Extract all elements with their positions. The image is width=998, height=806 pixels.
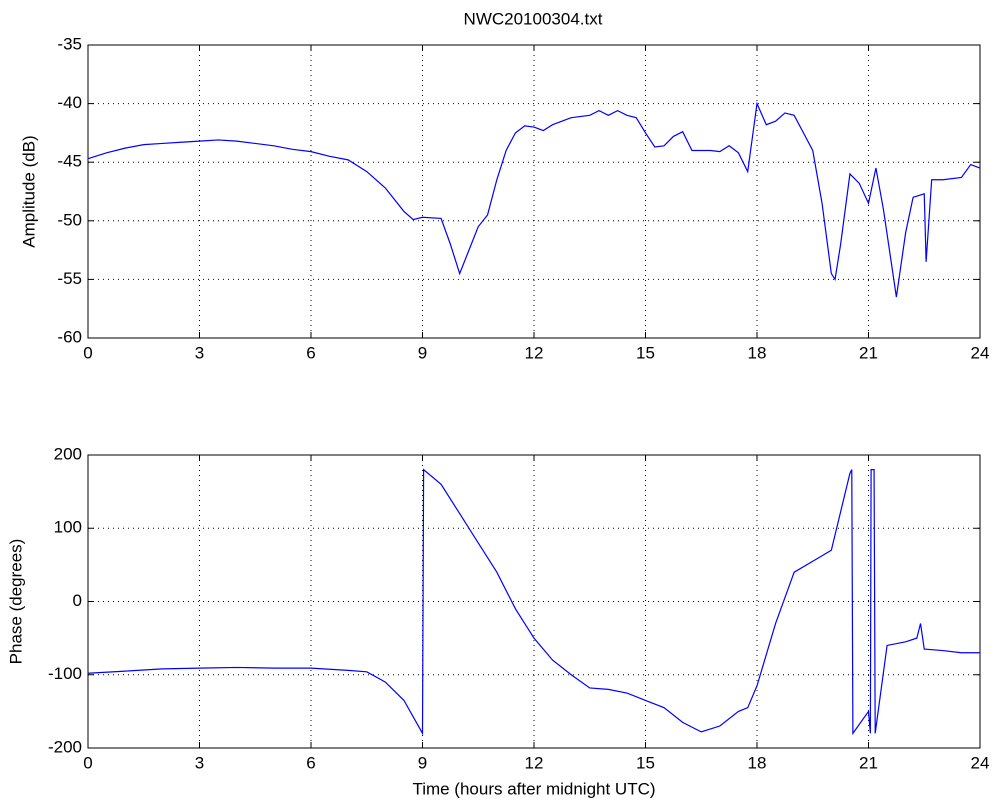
y-tick-label: 200 [54, 444, 82, 463]
x-tick-label: 12 [525, 753, 544, 772]
y-tick-label: -60 [57, 327, 82, 346]
x-axis-label: Time (hours after midnight UTC) [412, 779, 655, 798]
y-tick-label: -200 [48, 737, 82, 756]
x-tick-label: 9 [418, 343, 427, 362]
x-tick-label: 3 [195, 753, 204, 772]
plot-frame [87, 44, 981, 339]
y-tick-label: 0 [73, 591, 82, 610]
x-tick-label: 6 [306, 343, 315, 362]
x-tick-label: 15 [636, 343, 655, 362]
x-tick-label: 18 [748, 753, 767, 772]
y-axis-label: Amplitude (dB) [19, 135, 38, 247]
x-tick-label: 21 [859, 343, 878, 362]
chart-title: NWC20100304.txt [464, 9, 603, 28]
x-tick-label: 0 [83, 343, 92, 362]
plot-frame [87, 454, 981, 749]
x-tick-label: 6 [306, 753, 315, 772]
y-tick-label: -45 [57, 152, 82, 171]
y-tick-label: -35 [57, 34, 82, 53]
x-tick-label: 3 [195, 343, 204, 362]
x-tick-label: 21 [859, 753, 878, 772]
x-tick-label: 24 [971, 753, 990, 772]
x-tick-label: 9 [418, 753, 427, 772]
x-tick-label: 18 [748, 343, 767, 362]
y-tick-label: 100 [54, 518, 82, 537]
y-tick-label: -100 [48, 664, 82, 683]
y-axis-label: Phase (degrees) [6, 539, 25, 665]
data-line [87, 101, 981, 298]
y-tick-label: -40 [57, 93, 82, 112]
y-tick-label: -50 [57, 210, 82, 229]
x-tick-label: 15 [636, 753, 655, 772]
x-tick-label: 12 [525, 343, 544, 362]
x-tick-label: 24 [971, 343, 990, 362]
data-line [87, 468, 980, 736]
x-tick-label: 0 [83, 753, 92, 772]
y-tick-label: -55 [57, 269, 82, 288]
